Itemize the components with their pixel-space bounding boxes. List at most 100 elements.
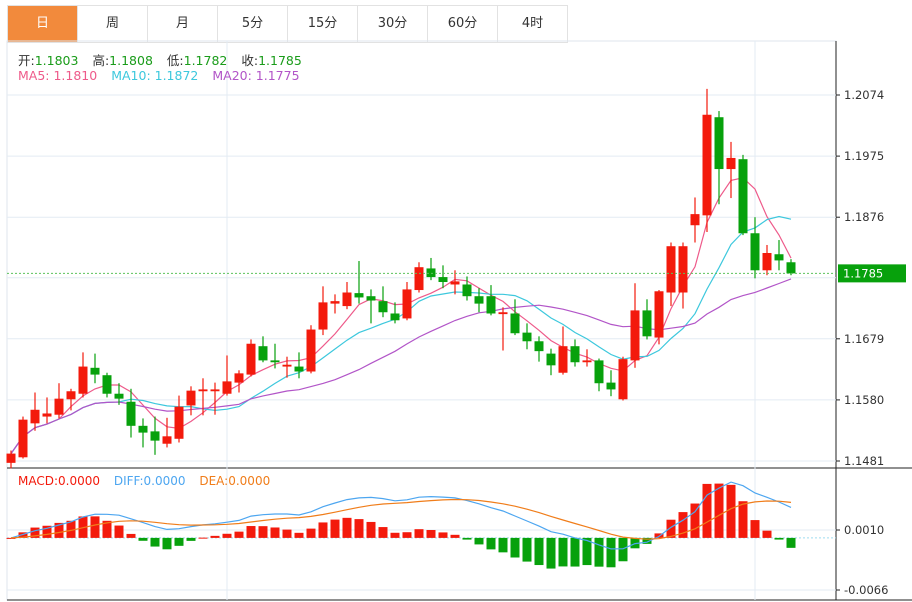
- dea-value: DEA:0.0000: [199, 474, 271, 488]
- macd-tick-label: -0.0066: [844, 583, 888, 597]
- macd-bar-negative: [786, 537, 796, 548]
- candle-body: [450, 281, 460, 285]
- candle-body: [618, 359, 628, 400]
- close-label: 收:: [241, 53, 259, 68]
- candle-down: [570, 339, 580, 367]
- price-tick-label: 1.1876: [844, 210, 884, 224]
- candle-body: [378, 301, 388, 313]
- candle-body: [78, 366, 88, 394]
- macd-bar-positive: [258, 526, 268, 538]
- macd-bar-positive: [18, 532, 28, 538]
- high-label: 高:: [92, 53, 110, 68]
- candle-body: [690, 214, 700, 226]
- candle-up: [42, 397, 52, 424]
- candle-down: [462, 276, 472, 301]
- candle-body: [702, 114, 712, 216]
- candle-body: [30, 409, 40, 424]
- current-price-label: 1.1785: [843, 266, 883, 280]
- candle-body: [414, 267, 424, 291]
- candle-down: [522, 323, 532, 350]
- candle-body: [474, 296, 484, 304]
- diff-line: [10, 481, 792, 550]
- diff-value: DIFF:0.0000: [113, 474, 186, 488]
- candle-up: [30, 392, 40, 431]
- tab-day[interactable]: 日: [8, 6, 78, 42]
- candle-up: [414, 262, 424, 293]
- candle-body: [594, 360, 604, 384]
- macd-bar-positive: [426, 530, 436, 538]
- macd-bar-negative: [594, 537, 604, 567]
- candle-body: [150, 431, 160, 441]
- candle-body: [570, 346, 580, 363]
- candle-body: [522, 332, 532, 342]
- candle-down: [534, 336, 544, 362]
- candle-up: [702, 88, 712, 233]
- candle-body: [582, 360, 592, 363]
- macd-bar-negative: [162, 537, 172, 550]
- candle-down: [114, 383, 124, 405]
- candle-body: [306, 329, 316, 372]
- candle-up: [654, 290, 664, 345]
- candle-down: [258, 336, 268, 363]
- candle-body: [354, 293, 364, 298]
- macd-bar-positive: [54, 522, 64, 538]
- tab-30min[interactable]: 30分: [358, 6, 428, 42]
- candle-body: [738, 159, 748, 234]
- macd-bar-negative: [558, 537, 568, 567]
- open-value: 1.1803: [34, 53, 79, 68]
- macd-bar-negative: [150, 537, 160, 547]
- macd-bar-positive: [750, 520, 760, 538]
- candle-body: [438, 277, 448, 283]
- ma5-value: MA5: 1.1810: [18, 68, 98, 83]
- tab-month[interactable]: 月: [148, 6, 218, 42]
- macd-bar-positive: [318, 522, 328, 538]
- tab-week[interactable]: 周: [78, 6, 148, 42]
- macd-bar-negative: [486, 537, 496, 550]
- candle-body: [510, 313, 520, 334]
- macd-bar-positive: [330, 519, 340, 538]
- candles: [6, 88, 796, 469]
- candle-body: [18, 419, 28, 458]
- macd-bar-negative: [570, 537, 580, 567]
- high-value: 1.1808: [109, 53, 153, 68]
- ohlc-legend: 开:1.1803 高:1.1808 低:1.1782 收:1.1785: [18, 50, 312, 69]
- macd-bar-positive: [102, 520, 112, 538]
- candle-down: [642, 299, 652, 340]
- tab-60min[interactable]: 60分: [428, 6, 498, 42]
- candle-down: [606, 370, 616, 397]
- tab-4hour[interactable]: 4时: [498, 6, 568, 42]
- macd-tick-label: 0.0010: [844, 523, 884, 537]
- candle-down: [474, 288, 484, 313]
- macd-panel: [6, 481, 836, 569]
- macd-bar-positive: [726, 484, 736, 538]
- candle-up: [450, 270, 460, 295]
- macd-bar-positive: [414, 529, 424, 538]
- current-price-badge: [838, 264, 906, 283]
- candle-up: [582, 349, 592, 367]
- tab-15min[interactable]: 15分: [288, 6, 358, 42]
- macd-bar-positive: [342, 517, 352, 538]
- candle-body: [342, 292, 352, 307]
- candle-down: [294, 352, 304, 379]
- macd-bar-negative: [174, 537, 184, 546]
- macd-bar-negative: [642, 537, 652, 544]
- candle-down: [750, 217, 760, 279]
- candle-down: [126, 388, 136, 438]
- candle-body: [714, 117, 724, 170]
- candle-up: [6, 450, 16, 469]
- macd-bar-negative: [618, 537, 628, 562]
- candle-down: [786, 259, 796, 276]
- macd-bar-positive: [294, 532, 304, 538]
- tab-5min[interactable]: 5分: [218, 6, 288, 42]
- macd-bar-negative: [546, 537, 556, 569]
- candle-down: [486, 285, 496, 316]
- macd-bar-positive: [702, 483, 712, 538]
- macd-bar-positive: [42, 525, 52, 538]
- macd-bar-positive: [6, 537, 16, 539]
- candle-up: [198, 378, 208, 416]
- candle-down: [738, 154, 748, 236]
- close-value: 1.1785: [258, 53, 302, 68]
- candle-body: [498, 312, 508, 315]
- candle-up: [690, 197, 700, 243]
